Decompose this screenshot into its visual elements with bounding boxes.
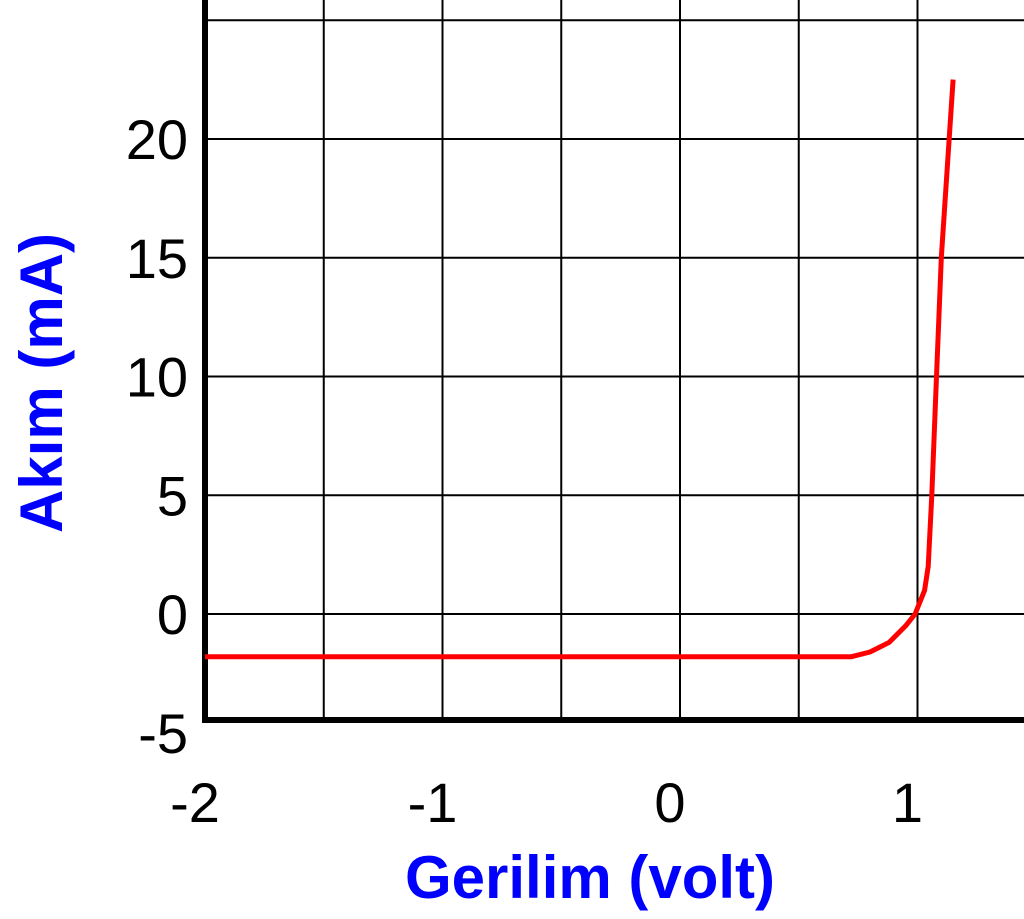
x-tick-label: -2 [170,771,220,834]
grid [205,0,1024,720]
y-axis-title: Akım (mA) [8,233,75,533]
y-tick-label: 15 [126,227,188,290]
x-tick-label: -1 [408,771,458,834]
y-tick-label: -5 [138,702,188,765]
x-tick-label: 1 [892,771,923,834]
series-line [205,79,956,660]
y-tick-label: 10 [126,346,188,409]
y-tick-label: 20 [126,108,188,171]
series-layer [205,79,956,660]
x-tick-label: 0 [654,771,685,834]
y-tick-label: 0 [157,583,188,646]
x-axis-title: Gerilim (volt) [405,844,775,911]
y-tick-labels: -5 0 5 10 15 20 [126,108,188,765]
axes [202,0,1024,723]
x-tick-labels: -2 -1 0 1 [170,771,923,834]
y-tick-label: 5 [157,464,188,527]
